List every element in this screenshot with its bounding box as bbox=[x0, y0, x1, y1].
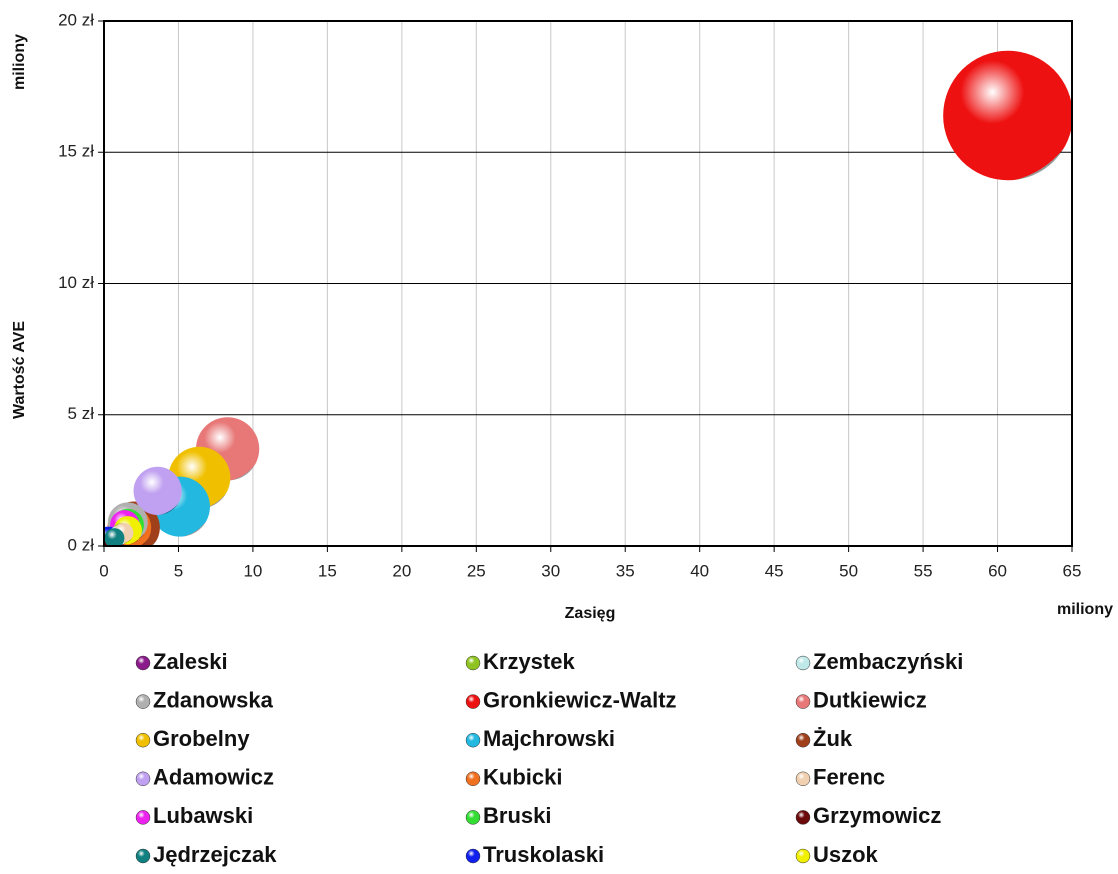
x-tick-label: 20 bbox=[392, 561, 411, 580]
x-axis-label: Zasięg bbox=[565, 605, 616, 622]
legend-label: Ferenc bbox=[813, 765, 885, 790]
legend-label: Bruski bbox=[483, 803, 551, 828]
legend-marker bbox=[135, 771, 151, 787]
legend-marker bbox=[465, 655, 481, 671]
legend-label: Kubicki bbox=[483, 765, 562, 790]
legend-marker bbox=[135, 810, 151, 825]
legend-marker bbox=[465, 771, 481, 787]
y-axis-label: Wartość AVE bbox=[11, 321, 28, 419]
legend-marker bbox=[135, 655, 151, 671]
legend-marker bbox=[135, 848, 151, 864]
x-tick-label: 55 bbox=[914, 561, 933, 580]
legend-label: Grzymowicz bbox=[813, 803, 941, 828]
legend-marker bbox=[465, 732, 481, 748]
legend-label: Uszok bbox=[813, 842, 879, 867]
legend-marker bbox=[135, 694, 151, 709]
x-tick-label: 25 bbox=[467, 561, 486, 580]
x-tick-label: 15 bbox=[318, 561, 337, 580]
y-tick-label: 15 zł bbox=[58, 142, 94, 161]
x-tick-label: 40 bbox=[690, 561, 709, 580]
legend-marker bbox=[795, 771, 811, 787]
x-tick-label: 5 bbox=[174, 561, 183, 580]
legend-marker bbox=[795, 732, 811, 748]
x-tick-label: 45 bbox=[765, 561, 784, 580]
legend-marker bbox=[465, 694, 481, 709]
legend-marker bbox=[795, 694, 811, 709]
y-tick-label: 5 zł bbox=[68, 404, 95, 423]
legend-label: Żuk bbox=[813, 726, 853, 751]
y-axis-unit: miliony bbox=[11, 34, 28, 90]
x-tick-label: 50 bbox=[839, 561, 858, 580]
plot-border bbox=[103, 20, 1073, 547]
bubble bbox=[133, 466, 182, 515]
legend-marker bbox=[795, 848, 811, 864]
legend-label: Zaleski bbox=[153, 649, 228, 674]
legend-label: Krzystek bbox=[483, 649, 575, 674]
legend-marker bbox=[135, 732, 151, 748]
y-tick-label: 0 zł bbox=[68, 535, 95, 554]
legend-marker bbox=[465, 848, 481, 864]
legend-label: Dutkiewicz bbox=[813, 687, 927, 712]
legend-label: Zembaczyński bbox=[813, 649, 963, 674]
legend-label: Majchrowski bbox=[483, 726, 615, 751]
x-tick-label: 30 bbox=[541, 561, 560, 580]
legend-label: Lubawski bbox=[153, 803, 253, 828]
legend-marker bbox=[465, 810, 481, 825]
legend-label: Grobelny bbox=[153, 726, 250, 751]
x-tick-label: 0 bbox=[99, 561, 108, 580]
legend-marker bbox=[795, 810, 811, 825]
legend-label: Truskolaski bbox=[483, 842, 604, 867]
x-tick-label: 10 bbox=[243, 561, 262, 580]
legend-label: Gronkiewicz-Waltz bbox=[483, 687, 677, 712]
x-tick-label: 65 bbox=[1063, 561, 1082, 580]
x-tick-label: 35 bbox=[616, 561, 635, 580]
bubble bbox=[104, 528, 125, 546]
y-tick-label: 10 zł bbox=[58, 273, 94, 292]
legend-label: Zdanowska bbox=[153, 687, 274, 712]
legend-label: Adamowicz bbox=[153, 765, 274, 790]
legend-marker bbox=[795, 655, 811, 671]
x-tick-label: 60 bbox=[988, 561, 1007, 580]
bubble bbox=[943, 50, 1072, 181]
x-axis-unit: miliony bbox=[1057, 601, 1113, 618]
legend-label: Jędrzejczak bbox=[153, 842, 277, 867]
y-tick-label: 20 zł bbox=[58, 10, 94, 29]
